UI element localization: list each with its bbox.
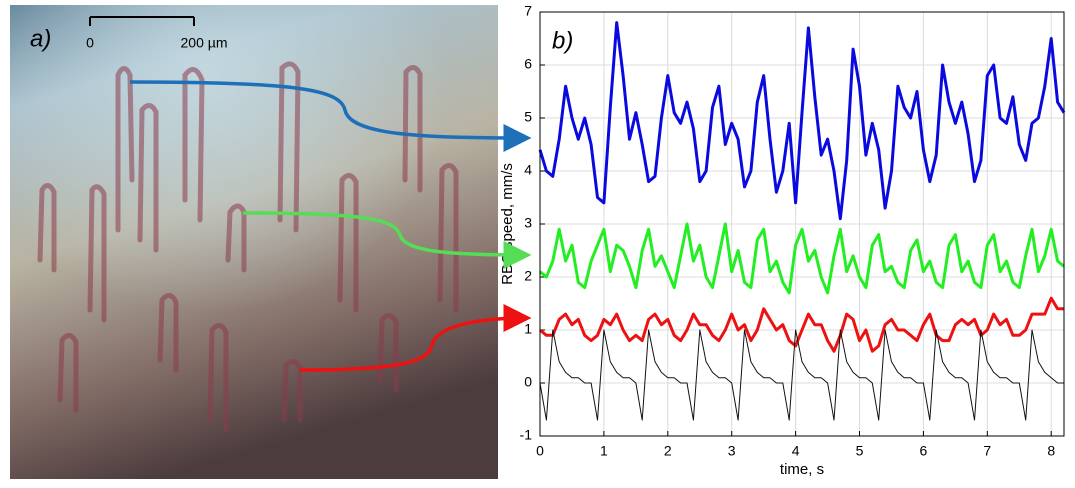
scale-label: 0: [86, 35, 94, 51]
x-tick-label: 5: [856, 443, 864, 459]
data-line: [539, 222, 1065, 295]
y-tick-label: 1: [524, 321, 532, 337]
data-line: [539, 329, 1064, 421]
data-line: [538, 21, 1066, 221]
y-tick-label: 2: [524, 268, 532, 284]
y-tick-label: 3: [524, 215, 532, 231]
x-axis-label: time, s: [780, 461, 824, 478]
y-tick-label: 0: [524, 374, 532, 390]
panel-label: b): [552, 27, 573, 54]
x-tick-label: 7: [983, 443, 991, 459]
capillaries: [37, 61, 459, 433]
arrow: [242, 211, 532, 269]
microscope-photo: 0 200 µm a): [10, 5, 498, 479]
panel-label: a): [30, 25, 51, 52]
x-tick-label: 6: [920, 443, 928, 459]
x-tick-label: 8: [1047, 443, 1055, 459]
arrow: [299, 304, 532, 372]
scale-label: 200 µm: [181, 35, 228, 51]
x-tick-label: 3: [728, 443, 736, 459]
y-tick-label: -1: [520, 427, 533, 443]
data-line: [539, 296, 1064, 353]
y-tick-label: 5: [524, 109, 532, 125]
axes-frame: [539, 11, 1065, 437]
y-tick-label: 6: [524, 56, 532, 72]
x-tick-label: 2: [664, 443, 672, 459]
y-tick-label: 7: [524, 3, 532, 19]
arrow: [129, 80, 532, 152]
x-tick-label: 4: [792, 443, 800, 459]
x-tick-label: 1: [600, 443, 608, 459]
arrows: [129, 80, 532, 372]
photo-glow: [10, 5, 498, 479]
y-axis-label: RBC speed, mm/s: [499, 163, 516, 285]
y-tick-label: 4: [524, 162, 532, 178]
x-tick-label: 0: [536, 443, 544, 459]
